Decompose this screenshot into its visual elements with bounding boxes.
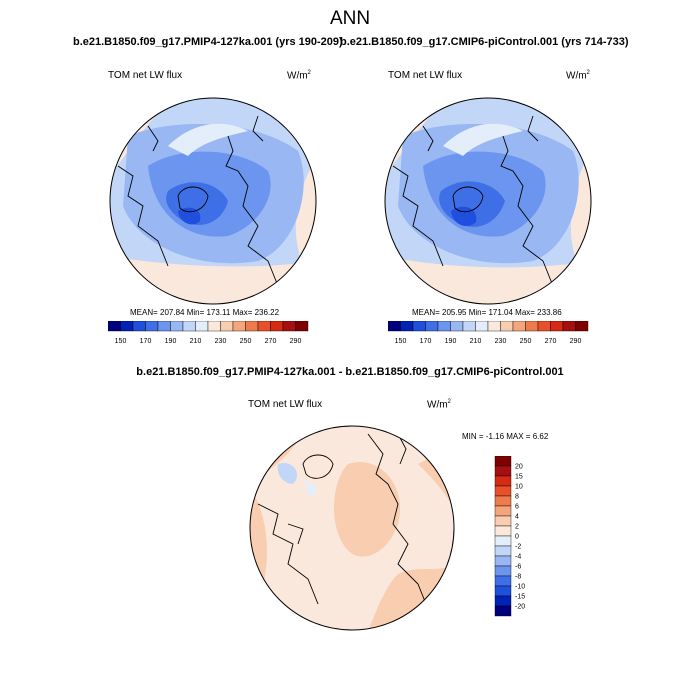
panel1-polar-map bbox=[109, 97, 317, 305]
diff-colorbar-label: -20 bbox=[515, 604, 525, 611]
diff-variable: TOM net LW flux bbox=[248, 399, 323, 410]
diff-colorbar-cell bbox=[494, 485, 512, 497]
panel1-case-title: b.e21.B1850.f09_g17.PMIP4-127ka.001 (yrs… bbox=[73, 36, 343, 48]
panel1-colorbar-cell bbox=[157, 321, 171, 332]
panel2-colorbar-label: 290 bbox=[570, 338, 582, 345]
diff-colorbar-cell bbox=[494, 525, 512, 537]
panel1-colorbar-cell bbox=[220, 321, 234, 332]
panel1-units: W/m2 bbox=[287, 70, 311, 82]
panel2-colorbar-cell bbox=[562, 321, 576, 332]
panel2-colorbar-cell bbox=[512, 321, 526, 332]
diff-colorbar-label: -8 bbox=[515, 574, 521, 581]
diff-colorbar-label: 2 bbox=[515, 524, 519, 531]
panel1-colorbar-label: 150 bbox=[115, 338, 127, 345]
panel2-colorbar-label: 170 bbox=[420, 338, 432, 345]
panel1-colorbar-cell bbox=[245, 321, 259, 332]
panel1-colorbar-label: 190 bbox=[165, 338, 177, 345]
panel2-colorbar-cell bbox=[487, 321, 501, 332]
diff-colorbar-cell bbox=[494, 505, 512, 517]
panel1-colorbar-cell bbox=[120, 321, 134, 332]
panel2-colorbar-cell bbox=[412, 321, 426, 332]
panel2-case-title: b.e21.B1850.f09_g17.CMIP6-piControl.001 … bbox=[340, 36, 629, 48]
panel2-polar-map bbox=[384, 97, 592, 305]
panel2-colorbar-cell bbox=[475, 321, 489, 332]
diff-colorbar-cell bbox=[494, 605, 512, 617]
panel1-colorbar: 150 170 190 210 230 250 270 290 bbox=[108, 321, 309, 345]
diff-colorbar-label: 0 bbox=[515, 534, 519, 541]
panel2-colorbar: 150 170 190 210 230 250 270 290 bbox=[388, 321, 589, 345]
diff-colorbar-cell bbox=[494, 475, 512, 487]
diff-colorbar-label: 10 bbox=[515, 484, 523, 491]
diff-colorbar-label: -6 bbox=[515, 564, 521, 571]
diff-colorbar-label: 15 bbox=[515, 474, 523, 481]
panel1-colorbar-cell bbox=[295, 321, 309, 332]
panel2-colorbar-cell bbox=[575, 321, 589, 332]
diff-colorbar-label: 4 bbox=[515, 514, 519, 521]
panel2-colorbar-cell bbox=[500, 321, 514, 332]
panel1-colorbar-cell bbox=[182, 321, 196, 332]
panel1-colorbar-cell bbox=[282, 321, 296, 332]
panel1-colorbar-label: 290 bbox=[290, 338, 302, 345]
panel2-colorbar-label: 270 bbox=[545, 338, 557, 345]
panel2-variable: TOM net LW flux bbox=[388, 70, 463, 81]
diff-colorbar-label: 6 bbox=[515, 504, 519, 511]
diff-title: b.e21.B1850.f09_g17.PMIP4-127ka.001 - b.… bbox=[136, 366, 564, 378]
diff-colorbar-label: 20 bbox=[515, 464, 523, 471]
panel1-colorbar-cell bbox=[108, 321, 121, 332]
diff-stats: MIN = -1.16 MAX = 6.62 bbox=[462, 432, 549, 441]
panel2-colorbar-label: 210 bbox=[470, 338, 482, 345]
panel2-colorbar-cell bbox=[388, 321, 401, 332]
panel2-colorbar-cell bbox=[537, 321, 551, 332]
panel2-colorbar-label: 250 bbox=[520, 338, 532, 345]
panel1-colorbar-label: 210 bbox=[190, 338, 202, 345]
panel1-colorbar-cell bbox=[257, 321, 271, 332]
diff-colorbar-label: -10 bbox=[515, 584, 525, 591]
diff-colorbar-cell bbox=[494, 545, 512, 557]
diff-colorbar-cell bbox=[494, 585, 512, 597]
panel1-colorbar-label: 270 bbox=[265, 338, 277, 345]
diff-colorbar-cell bbox=[494, 565, 512, 577]
panel1-colorbar-cell bbox=[132, 321, 146, 332]
panel2-colorbar-label: 230 bbox=[495, 338, 507, 345]
figure-title: ANN bbox=[329, 8, 371, 29]
panel1-variable: TOM net LW flux bbox=[108, 70, 183, 81]
panel1-colorbar-label: 230 bbox=[215, 338, 227, 345]
diff-colorbar-cell bbox=[494, 465, 512, 477]
panel2-colorbar-cell bbox=[400, 321, 414, 332]
diff-colorbar-cell bbox=[494, 495, 512, 507]
panel2-units: W/m2 bbox=[566, 70, 590, 82]
panel2-colorbar-cell bbox=[437, 321, 451, 332]
diff-colorbar-label: -15 bbox=[515, 594, 525, 601]
panel2-colorbar-cell bbox=[525, 321, 539, 332]
diff-colorbar-cell bbox=[494, 515, 512, 527]
diff-colorbar-label: -2 bbox=[515, 544, 521, 551]
diff-colorbar-label: -4 bbox=[515, 554, 521, 561]
panel2-colorbar-cell bbox=[450, 321, 464, 332]
panel2-colorbar-label: 190 bbox=[445, 338, 457, 345]
diff-colorbar-label: 8 bbox=[515, 494, 519, 501]
panel1-colorbar-cell bbox=[195, 321, 209, 332]
panel1-colorbar-label: 250 bbox=[240, 338, 252, 345]
diff-colorbar-cell bbox=[494, 555, 512, 567]
diff-units: W/m2 bbox=[427, 399, 451, 411]
panel1-colorbar-label: 170 bbox=[140, 338, 152, 345]
panel1-colorbar-cell bbox=[207, 321, 221, 332]
diff-colorbar-cell bbox=[494, 595, 512, 607]
panel1-stats: MEAN= 207.84 Min= 173.11 Max= 236.22 bbox=[130, 308, 280, 317]
panel1-colorbar-cell bbox=[170, 321, 184, 332]
panel2-colorbar-cell bbox=[550, 321, 564, 332]
panel2-colorbar-label: 150 bbox=[395, 338, 407, 345]
panel1-colorbar-cell bbox=[145, 321, 159, 332]
panel2-colorbar-cell bbox=[462, 321, 476, 332]
diff-colorbar-cell bbox=[494, 575, 512, 587]
panel2-colorbar-cell bbox=[425, 321, 439, 332]
diff-polar-map bbox=[249, 425, 455, 631]
diff-colorbar-cell bbox=[494, 456, 512, 467]
panel1-colorbar-cell bbox=[270, 321, 284, 332]
panel1-colorbar-cell bbox=[232, 321, 246, 332]
diff-colorbar-cell bbox=[494, 535, 512, 547]
panel2-stats: MEAN= 205.95 Min= 171.04 Max= 233.86 bbox=[412, 308, 562, 317]
